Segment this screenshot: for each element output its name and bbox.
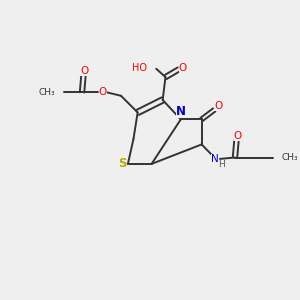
Text: S: S <box>118 158 127 170</box>
Text: N: N <box>176 105 186 118</box>
Text: HO: HO <box>132 63 147 73</box>
Text: CH₃: CH₃ <box>281 153 298 162</box>
Text: H: H <box>218 160 224 169</box>
Text: O: O <box>80 66 88 76</box>
Text: O: O <box>179 63 187 73</box>
Text: O: O <box>234 131 242 141</box>
Text: CH₃: CH₃ <box>39 88 56 97</box>
Text: O: O <box>99 87 107 98</box>
Text: O: O <box>214 101 222 111</box>
Text: N: N <box>211 154 219 164</box>
